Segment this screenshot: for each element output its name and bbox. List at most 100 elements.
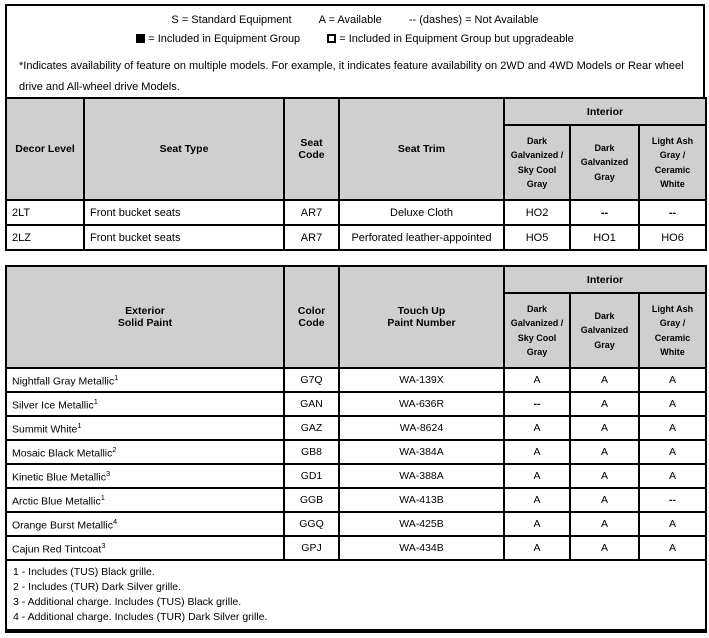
seat-table-header-row-2: Dark Galvanized / Sky Cool Gray Dark Gal… [6, 124, 708, 201]
footnote-marker: 2 [112, 444, 117, 454]
legend-not-available: -- (dashes) = Not Available [408, 14, 539, 26]
touch-up-cell: WA-384A [338, 439, 505, 465]
availability-cell: A [503, 535, 571, 561]
seat-type-cell: Front bucket seats [83, 224, 285, 251]
availability-cell: A [569, 463, 640, 489]
availability-cell: A [569, 415, 640, 441]
seat-code-cell: AR7 [283, 224, 340, 251]
seat-code-cell: AR7 [283, 199, 340, 226]
footnote-marker: 1 [114, 372, 119, 382]
filled-square-icon [136, 34, 146, 43]
availability-cell: -- [637, 487, 708, 513]
footnote-marker: 1 [77, 420, 82, 430]
color-code-cell: GB8 [283, 439, 340, 465]
footnote-marker: 4 [112, 516, 118, 526]
touch-up-cell: WA-636R [338, 391, 505, 417]
paint-name: Cajun Red Tintcoat [12, 543, 102, 556]
availability-cell: A [569, 439, 640, 465]
availability-cell: A [637, 511, 708, 537]
legend-line-1: S = Standard Equipment A = Available -- … [17, 14, 693, 26]
paint-name-cell: Nightfall Gray Metallic1 [5, 367, 285, 393]
exterior-label-line1: Exterior [125, 305, 165, 317]
paint-name: Mosaic Black Metallic [12, 447, 113, 460]
paint-name-cell: Mosaic Black Metallic2 [5, 439, 285, 465]
table-row: Silver Ice Metallic1 GAN WA-636R -- A A [5, 391, 708, 417]
legend-included: = Included in Equipment Group [136, 33, 300, 45]
availability-note: *Indicates availability of feature on mu… [19, 60, 684, 93]
footnotes-row: 1 - Includes (TUS) Black grille. 2 - Inc… [4, 559, 708, 633]
legend-standard: S = Standard Equipment [171, 14, 292, 26]
col-header-seat-trim: Seat Trim [338, 97, 505, 201]
col-header-dark-galvanized-gray: Dark Galvanized Gray [569, 124, 640, 201]
availability-cell: A [637, 463, 708, 489]
availability-cell: HO2 [503, 199, 571, 226]
col-header-dark-galvanized-sky-cool-gray: Dark Galvanized / Sky Cool Gray [503, 292, 571, 369]
availability-cell: HO5 [503, 224, 571, 251]
table-row: Orange Burst Metallic4 GGQ WA-425B A A A [5, 511, 708, 537]
table-row: Cajun Red Tintcoat3 GPJ WA-434B A A A [5, 535, 708, 561]
footnote: 1 - Includes (TUS) Black grille. [13, 566, 155, 578]
footnote: 2 - Includes (TUR) Dark Silver grille. [13, 581, 182, 593]
table-row: Kinetic Blue Metallic3 GD1 WA-388A A A A [5, 463, 708, 489]
table-row: Summit White1 GAZ WA-8624 A A A [5, 415, 708, 441]
col-header-exterior-solid-paint: Exterior Solid Paint [5, 265, 285, 369]
availability-cell: -- [503, 391, 571, 417]
legend-line-2: = Included in Equipment Group = Included… [17, 33, 693, 45]
col-header-seat-code: Seat Code [283, 97, 340, 201]
availability-cell: A [569, 391, 640, 417]
availability-cell: A [569, 367, 640, 393]
paint-name: Kinetic Blue Metallic [12, 471, 106, 484]
paint-name: Summit White [12, 423, 78, 436]
availability-cell: A [503, 367, 571, 393]
touch-up-cell: WA-139X [338, 367, 505, 393]
seat-type-cell: Front bucket seats [83, 199, 285, 226]
empty-square-icon [327, 34, 337, 43]
footnote: 4 - Additional charge. Includes (TUR) Da… [13, 611, 268, 623]
availability-cell: A [637, 391, 708, 417]
touch-up-cell: WA-434B [338, 535, 505, 561]
col-header-dark-galvanized-sky-cool-gray: Dark Galvanized / Sky Cool Gray [503, 124, 571, 201]
table-row: Arctic Blue Metallic1 GGB WA-413B A A -- [5, 487, 708, 513]
footnote-marker: 3 [105, 468, 111, 478]
color-code-cell: GGB [283, 487, 340, 513]
paint-name-cell: Summit White1 [5, 415, 285, 441]
paint-table-header-row-1: Exterior Solid Paint Color Code Touch Up… [5, 265, 708, 369]
footnotes-cell: 1 - Includes (TUS) Black grille. 2 - Inc… [4, 559, 708, 633]
col-header-interior: Interior [502, 97, 708, 126]
paint-name: Orange Burst Metallic [12, 519, 113, 532]
availability-cell: A [637, 415, 708, 441]
availability-cell: -- [637, 199, 708, 226]
col-header-touch-up-paint-number: Touch Up Paint Number [338, 265, 505, 369]
table-row: 2LZ Front bucket seats AR7 Perforated le… [5, 224, 708, 251]
table-row: 2LT Front bucket seats AR7 Deluxe Cloth … [5, 199, 708, 226]
availability-cell: A [503, 439, 571, 465]
color-code-cell: GGQ [283, 511, 340, 537]
footnote-marker: 1 [93, 396, 98, 406]
decor-level-cell: 2LZ [5, 224, 85, 251]
col-header-dark-galvanized-gray: Dark Galvanized Gray [569, 292, 640, 369]
exterior-label-line2: Solid Paint [117, 317, 173, 329]
availability-cell: A [503, 415, 571, 441]
touch-up-cell: WA-8624 [338, 415, 505, 441]
touch-up-label-line1: Touch Up [397, 305, 446, 317]
availability-cell: A [503, 511, 571, 537]
availability-cell: A [503, 487, 571, 513]
color-code-cell: G7Q [283, 367, 340, 393]
legend-included-label: = Included in Equipment Group [148, 33, 301, 45]
paint-name: Nightfall Gray Metallic [12, 375, 115, 388]
legend-box: S = Standard Equipment A = Available -- … [5, 4, 705, 99]
col-header-light-ash-gray-ceramic-white: Light Ash Gray / Ceramic White [637, 292, 708, 369]
color-code-cell: GAZ [283, 415, 340, 441]
seat-table-header-row-1: Decor Level Seat Type Seat Code Seat Tri… [5, 97, 708, 201]
seat-trim-cell: Perforated leather-appointed [338, 224, 505, 251]
availability-cell: A [637, 439, 708, 465]
exterior-paint-table: Exterior Solid Paint Color Code Touch Up… [4, 265, 708, 633]
availability-cell: A [569, 535, 640, 561]
seat-trim-cell: Deluxe Cloth [338, 199, 505, 226]
footnote-marker: 1 [100, 492, 105, 502]
seat-trim-table: Decor Level Seat Type Seat Code Seat Tri… [5, 97, 708, 251]
touch-up-cell: WA-388A [338, 463, 505, 489]
col-header-decor-level: Decor Level [5, 97, 85, 201]
legend-included-upgradeable: = Included in Equipment Group but upgrad… [327, 33, 574, 45]
